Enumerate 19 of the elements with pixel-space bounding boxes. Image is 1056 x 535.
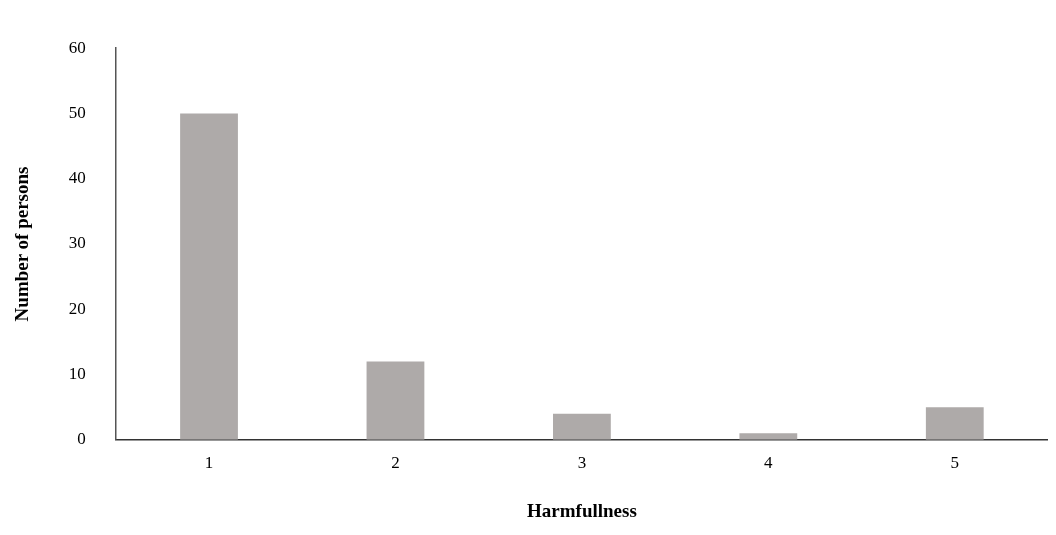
- bar: [366, 361, 425, 440]
- x-tick-label: 3: [577, 453, 587, 473]
- x-tick-label: 2: [391, 453, 400, 473]
- x-tick-label: 4: [764, 453, 774, 473]
- y-tick-label: 10: [68, 364, 86, 383]
- x-tick-label: 1: [204, 453, 214, 473]
- y-axis-title: Number of persons: [11, 166, 33, 322]
- y-tick-label: 0: [77, 429, 86, 449]
- y-tick-label: 30: [68, 233, 86, 253]
- y-tick-label: 20: [68, 298, 86, 318]
- bar: [739, 433, 798, 440]
- y-tick-label: 50: [68, 102, 86, 122]
- x-tick-label: 5: [950, 453, 960, 473]
- x-axis-title: Harmfullness: [527, 499, 637, 521]
- bar: [180, 113, 238, 440]
- bar: [925, 407, 984, 440]
- bar: [553, 413, 611, 440]
- y-tick-label: 60: [68, 37, 86, 57]
- y-tick-label: 40: [68, 168, 86, 188]
